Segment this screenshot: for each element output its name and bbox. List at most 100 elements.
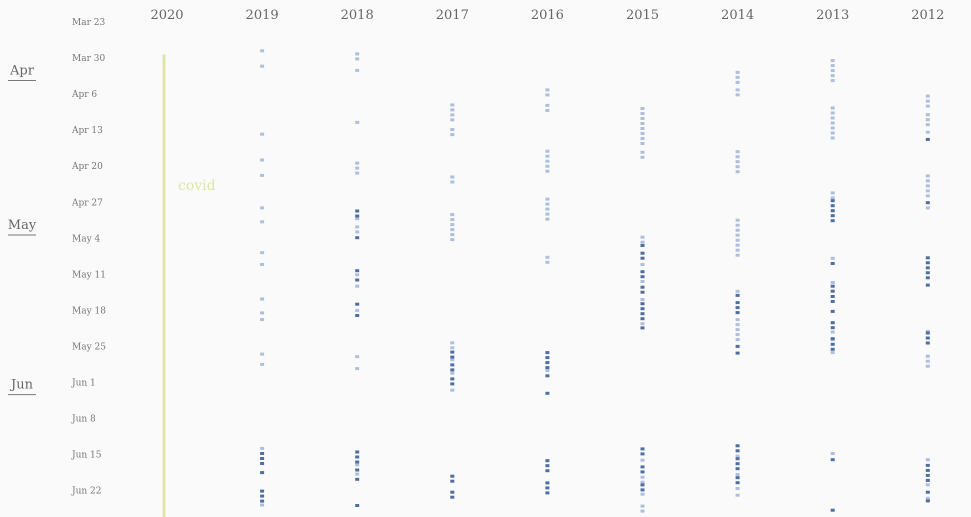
stay-mark-light bbox=[545, 207, 550, 211]
stay-mark-light bbox=[735, 323, 740, 327]
date-tick-label: Jun 1 bbox=[71, 379, 96, 389]
year-label: 2017 bbox=[436, 8, 469, 23]
stay-mark-dark bbox=[925, 478, 930, 482]
stay-mark-light bbox=[830, 74, 835, 78]
stay-mark-light bbox=[545, 103, 550, 107]
stay-mark-light bbox=[260, 263, 265, 266]
stay-mark-dark bbox=[260, 462, 265, 465]
stay-mark-light bbox=[735, 223, 740, 227]
stay-mark-dark bbox=[830, 337, 835, 341]
stay-mark-dark bbox=[735, 467, 740, 471]
stay-mark-light bbox=[355, 463, 360, 467]
stay-mark-light bbox=[735, 70, 740, 74]
stay-mark-light bbox=[925, 99, 930, 103]
stay-mark-dark bbox=[260, 471, 265, 475]
stay-mark-light bbox=[260, 318, 265, 322]
stay-mark-light bbox=[545, 369, 550, 373]
stay-mark-light bbox=[355, 355, 360, 359]
date-tick-label: Jun 15 bbox=[71, 451, 102, 461]
stay-mark-light bbox=[260, 49, 265, 53]
stay-mark-light bbox=[640, 240, 645, 244]
stay-mark-dark bbox=[355, 504, 360, 507]
stay-mark-light bbox=[735, 88, 740, 92]
stay-mark-dark bbox=[260, 457, 265, 460]
stay-mark-light bbox=[260, 206, 265, 210]
month-label: Jun bbox=[9, 378, 34, 393]
stay-mark-light bbox=[450, 238, 455, 242]
stay-mark-dark bbox=[735, 457, 740, 461]
stay-mark-light bbox=[925, 104, 930, 108]
stay-mark-light bbox=[640, 263, 645, 266]
stay-mark-light bbox=[925, 359, 930, 363]
stay-mark-light bbox=[735, 318, 740, 322]
year-label: 2013 bbox=[816, 8, 849, 23]
stay-mark-dark bbox=[925, 473, 930, 477]
stay-mark-dark bbox=[925, 336, 930, 340]
stay-mark-dark bbox=[735, 481, 740, 485]
stay-mark-dark bbox=[450, 479, 455, 483]
stay-mark-dark bbox=[830, 458, 835, 462]
stay-mark-light bbox=[830, 131, 835, 135]
stay-mark-light bbox=[925, 458, 930, 462]
stay-mark-light bbox=[355, 284, 360, 288]
stay-mark-light bbox=[735, 233, 740, 237]
stay-mark-dark bbox=[450, 363, 455, 367]
stay-mark-light bbox=[355, 225, 360, 229]
stay-mark-light bbox=[355, 273, 360, 277]
stay-mark-light bbox=[735, 150, 740, 154]
stay-mark-dark bbox=[830, 204, 835, 208]
stay-mark-dark bbox=[830, 321, 835, 325]
stay-mark-light bbox=[450, 113, 455, 117]
stay-mark-dark bbox=[545, 366, 550, 370]
month-label: May bbox=[8, 218, 37, 233]
stay-mark-dark bbox=[830, 284, 835, 288]
stay-mark-dark bbox=[735, 444, 740, 448]
year-label: 2014 bbox=[721, 8, 754, 23]
stay-mark-light bbox=[450, 175, 455, 179]
stay-mark-light bbox=[545, 88, 550, 92]
stay-mark-light bbox=[545, 149, 550, 153]
stay-mark-light bbox=[355, 171, 360, 175]
stay-mark-dark bbox=[925, 468, 930, 472]
date-tick-label: Apr 13 bbox=[71, 126, 103, 136]
stay-mark-light bbox=[640, 117, 645, 120]
stay-mark-light bbox=[450, 346, 455, 350]
date-tick-label: May 25 bbox=[72, 342, 106, 352]
stay-mark-light bbox=[735, 228, 740, 232]
stay-mark-light bbox=[830, 126, 835, 130]
stay-mark-light bbox=[260, 64, 265, 68]
stay-mark-dark bbox=[830, 209, 835, 213]
stay-mark-dark bbox=[355, 460, 360, 464]
stay-mark-light bbox=[640, 504, 645, 508]
stay-mark-light bbox=[260, 311, 265, 315]
stay-mark-dark bbox=[640, 488, 645, 492]
stay-mark-dark bbox=[545, 391, 550, 395]
stay-mark-light bbox=[355, 472, 360, 476]
stay-mark-dark bbox=[830, 262, 835, 265]
stay-mark-light bbox=[450, 118, 455, 122]
stay-mark-light bbox=[450, 128, 455, 132]
stay-mark-light bbox=[830, 136, 835, 140]
stay-mark-light bbox=[355, 120, 360, 124]
stay-mark-light bbox=[735, 253, 740, 257]
stay-mark-dark bbox=[450, 350, 455, 354]
stay-mark-light bbox=[925, 364, 930, 368]
stay-mark-dark bbox=[545, 486, 550, 490]
stay-mark-light bbox=[640, 122, 645, 125]
stay-mark-light bbox=[640, 235, 645, 239]
stay-mark-light bbox=[355, 57, 360, 61]
year-label: 2012 bbox=[911, 8, 944, 23]
stay-mark-light bbox=[925, 194, 930, 198]
stay-mark-light bbox=[830, 59, 835, 63]
stay-mark-dark bbox=[830, 289, 835, 293]
stay-mark-dark bbox=[830, 300, 835, 303]
stay-mark-light bbox=[355, 230, 360, 234]
stay-mark-dark bbox=[925, 137, 930, 141]
stay-mark-light bbox=[830, 106, 835, 110]
stay-mark-light bbox=[260, 220, 265, 224]
stay-mark-dark bbox=[355, 302, 360, 306]
stay-mark-dark bbox=[735, 462, 740, 466]
stay-mark-light bbox=[640, 155, 645, 159]
stay-mark-dark bbox=[355, 455, 360, 459]
stay-mark-dark bbox=[735, 311, 740, 315]
